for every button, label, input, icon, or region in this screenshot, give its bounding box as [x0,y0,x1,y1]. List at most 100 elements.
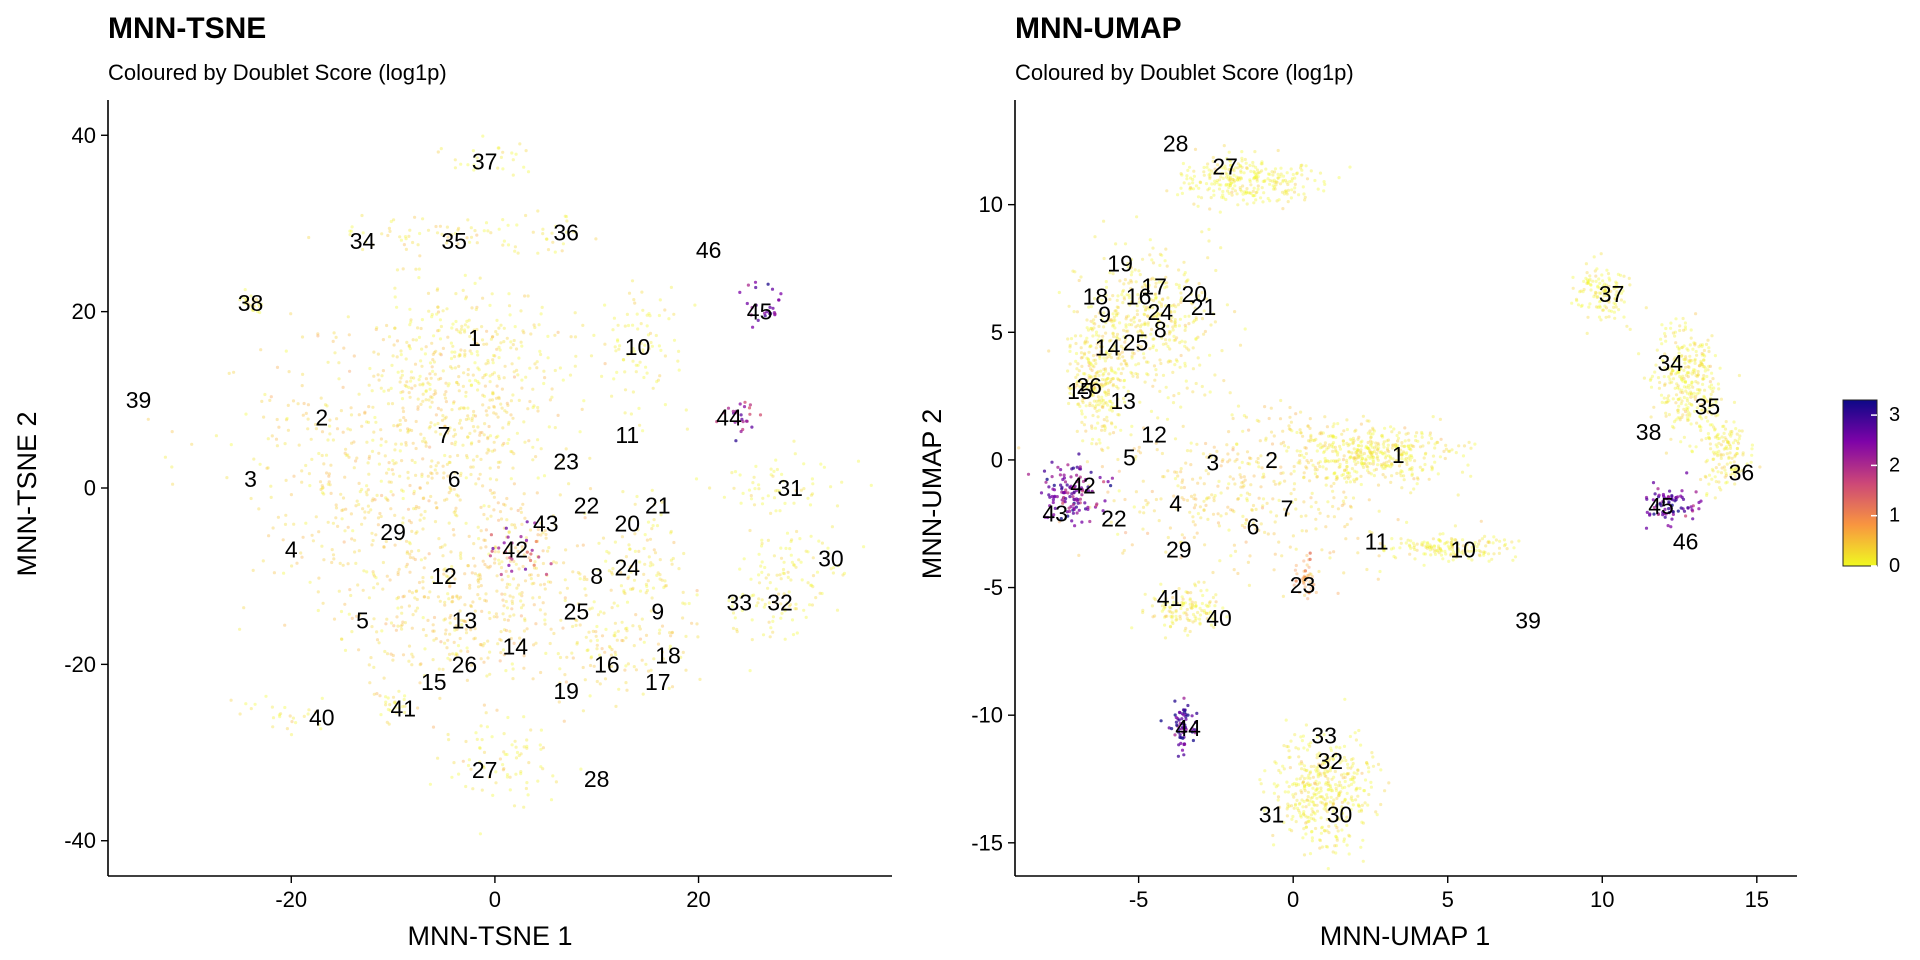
cell-point [1240,150,1244,154]
y-tick-label: 20 [72,299,96,324]
cell-point [527,439,531,443]
cell-point [430,312,434,317]
cell-point [1245,202,1249,206]
cell-point [493,546,497,550]
cell-point [544,536,548,540]
cell-point [1125,364,1129,368]
cell-point [387,226,391,230]
cell-point [1478,539,1482,543]
cell-point [1366,469,1370,473]
cell-point [1269,452,1273,456]
cell-point [564,215,569,219]
cell-point [769,626,773,630]
cell-point [1057,290,1061,295]
cell-point [1138,510,1142,514]
cell-point [418,254,422,258]
cell-point [476,578,480,582]
cell-point [249,303,253,307]
cell-point [507,292,511,296]
cell-point [1216,521,1221,525]
cell-point [466,163,470,167]
cell-point [491,335,495,339]
cell-point [1164,275,1168,279]
cell-point [1361,859,1365,863]
cell-point [436,305,440,309]
cell-point [463,349,467,353]
cell-point [1098,356,1102,360]
cell-point [492,371,496,375]
cell-point [1151,276,1155,280]
cell-point [1151,306,1155,310]
cell-point [316,590,320,594]
cell-point [366,420,371,424]
cell-point [506,403,510,407]
cell-point [1354,457,1358,461]
cell-point [1274,180,1278,184]
cell-point [1276,176,1280,180]
cell-point [350,225,354,229]
cell-point [1279,442,1283,446]
cell-point [1110,320,1114,324]
cell-point [1299,735,1303,739]
cell-point [1295,171,1299,175]
cell-point [1300,798,1304,802]
cell-point [508,549,512,553]
cell-point [1130,338,1134,342]
cell-point [771,474,775,478]
cell-point [1298,777,1302,781]
cell-point [553,333,557,337]
cell-point [1683,361,1687,365]
cell-point [1211,595,1215,600]
cell-point [793,452,797,456]
cell-point [779,577,783,581]
cell-point [1081,439,1085,443]
cell-point [1188,187,1192,191]
cell-point [446,656,450,660]
cell-point [482,433,486,437]
cell-point [1513,555,1518,559]
cell-point [1258,170,1262,174]
cell-point [471,373,475,377]
cell-point [1283,479,1287,483]
cell-point [695,589,699,593]
cell-point [1314,527,1318,531]
cell-point [512,523,517,527]
cell-point [667,317,671,321]
cell-point [1075,429,1079,433]
cell-point [1585,271,1589,275]
cell-point [1286,790,1290,794]
cell-point [434,349,438,353]
cell-point [327,480,331,484]
cell-point [478,643,482,647]
cell-point [465,236,469,240]
cell-point [466,435,470,439]
cell-point [657,631,662,635]
cell-point [529,573,533,577]
cell-point [1228,475,1232,479]
cell-point [424,441,428,445]
cell-point [1218,165,1222,169]
cell-point [1285,180,1289,184]
cell-point [1398,546,1402,550]
cell-point [1261,497,1266,501]
cell-point [522,629,527,633]
cell-point [609,588,613,592]
cell-point [1202,173,1206,177]
cell-point [1466,463,1470,467]
cell-point [1073,385,1077,389]
cell-point [1179,186,1183,190]
cell-point [1318,442,1322,446]
cell-point [829,485,833,489]
cell-point [778,509,782,513]
cell-point [471,465,475,469]
cell-point [493,557,497,561]
cell-point [641,351,645,355]
cell-point [750,425,754,429]
cell-point [1304,832,1308,836]
cell-point [1622,274,1626,278]
cell-point [447,382,451,386]
cell-point [1279,471,1283,475]
cell-point [1178,365,1182,369]
cell-point [1311,438,1315,442]
cell-point [1390,462,1394,466]
